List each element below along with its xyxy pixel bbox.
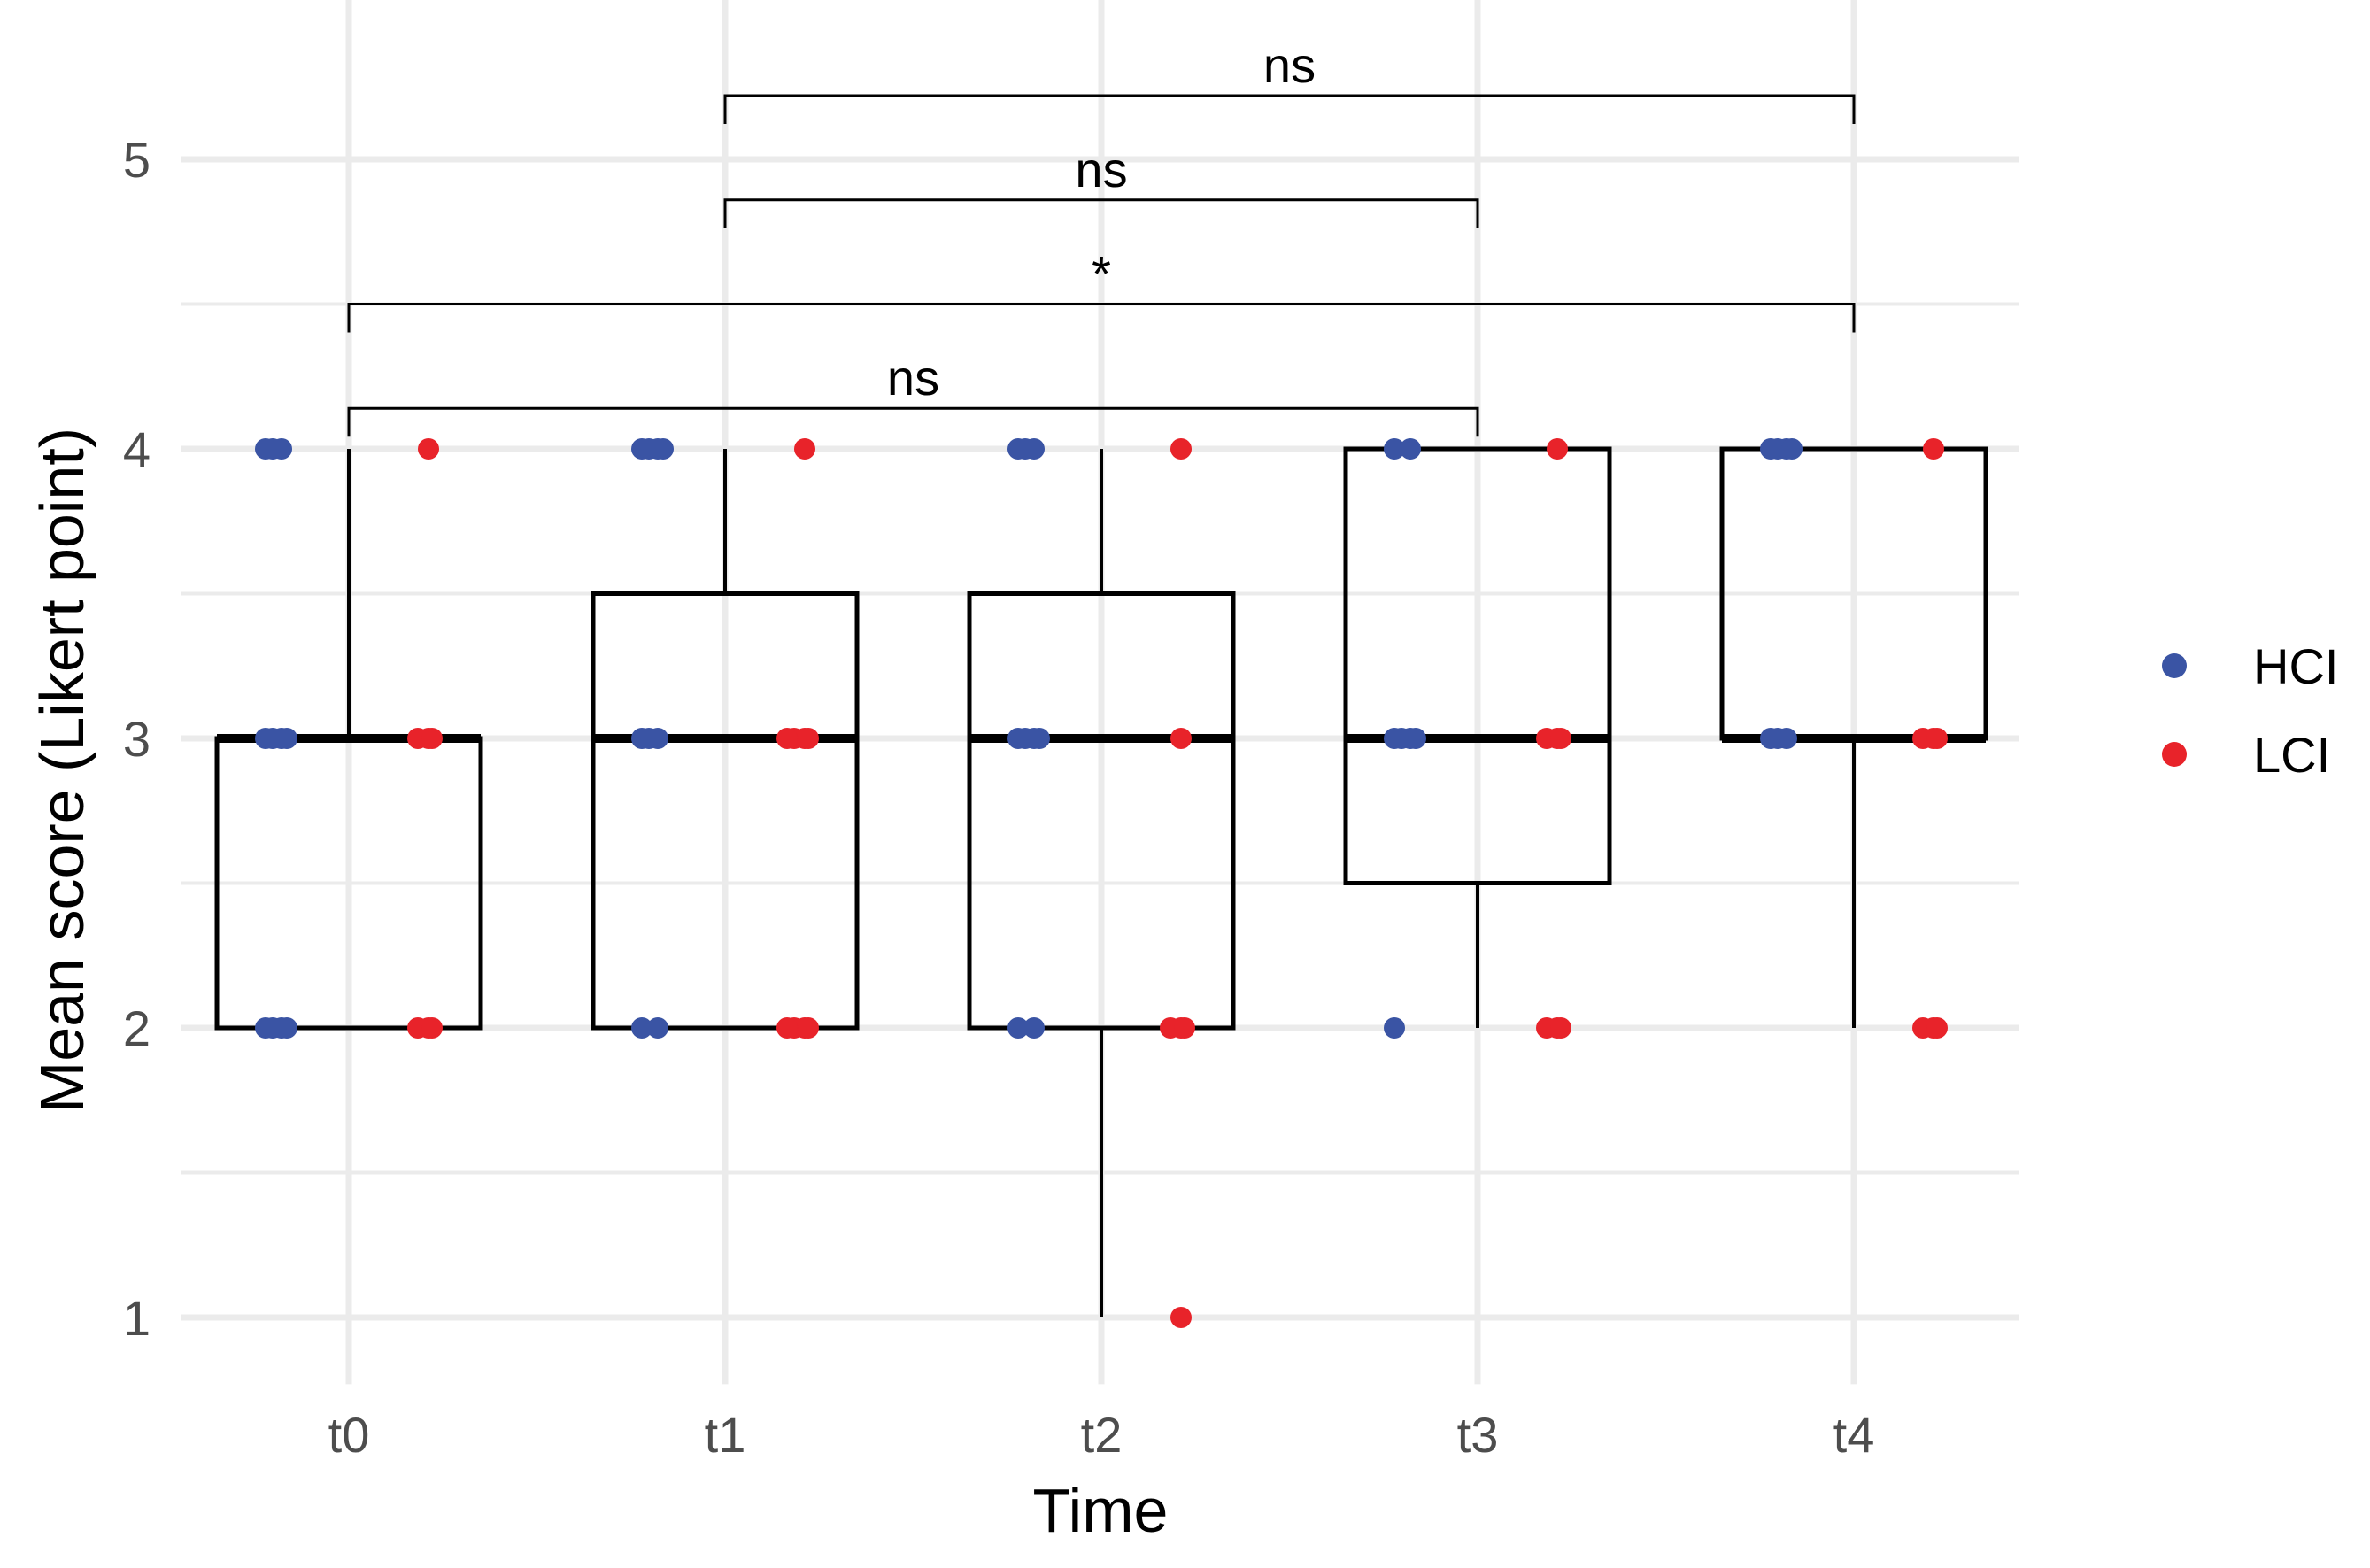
data-point-hci <box>1015 438 1036 460</box>
data-point-lci <box>798 728 819 749</box>
legend-dot <box>2162 742 2187 767</box>
data-point-hci <box>1384 438 1405 460</box>
axes: 1 2 3 4 5 t0 t1 t2 t3 t4 <box>123 132 1875 1463</box>
x-tick-label: t2 <box>1081 1407 1123 1463</box>
x-tick-label: t0 <box>328 1407 370 1463</box>
data-point-hci <box>1400 438 1421 460</box>
legend-label: HCI <box>2253 638 2338 694</box>
data-point-lci <box>1170 728 1192 749</box>
legend-item-hci: HCI <box>2162 638 2338 694</box>
data-point-lci <box>794 438 815 460</box>
box-body <box>1343 446 1612 885</box>
x-axis-title: Time <box>1033 1476 1169 1545</box>
data-point-lci <box>1923 438 1944 460</box>
data-point-hci <box>1767 728 1788 749</box>
x-tick-label: t1 <box>705 1407 746 1463</box>
x-tick-label: t4 <box>1833 1407 1875 1463</box>
box-body <box>591 591 860 1031</box>
data-point-lci <box>421 728 443 749</box>
data-point-hci <box>276 1017 297 1039</box>
data-point-lci <box>776 728 798 749</box>
comparison-bracket: ns <box>723 142 1479 228</box>
data-point-lci <box>1170 1307 1192 1328</box>
data-point-lci <box>1550 728 1571 749</box>
legend-label: LCI <box>2253 727 2330 783</box>
data-point-hci <box>262 438 283 460</box>
data-point-lci <box>1174 1017 1195 1039</box>
data-point-hci <box>1007 1017 1029 1039</box>
comparison-bracket: * <box>347 246 1856 333</box>
comparison-bracket: ns <box>723 37 1856 125</box>
y-axis-title: Mean score (Likert point) <box>27 428 96 1113</box>
data-point-hci <box>638 728 660 749</box>
data-point-hci <box>276 728 297 749</box>
bracket-line <box>347 303 1856 333</box>
legend: HCI LCI <box>2162 638 2338 783</box>
point-layer <box>255 438 1948 1328</box>
data-point-lci <box>776 1017 798 1039</box>
data-point-lci <box>421 1017 443 1039</box>
bracket-line <box>723 94 1856 125</box>
data-point-hci <box>1029 728 1050 749</box>
bracket-line <box>723 198 1479 228</box>
data-point-lci <box>418 438 439 460</box>
data-point-hci <box>652 438 674 460</box>
data-point-lci <box>1547 438 1568 460</box>
x-tick-label: t3 <box>1457 1407 1499 1463</box>
data-point-hci <box>1405 728 1426 749</box>
legend-dot <box>2162 653 2187 678</box>
significance-label: ns <box>887 350 939 406</box>
y-tick-label: 2 <box>123 1000 151 1056</box>
legend-item-lci: LCI <box>2162 727 2330 783</box>
data-point-hci <box>1023 1017 1045 1039</box>
data-point-hci <box>1384 1017 1405 1039</box>
data-point-lci <box>1926 728 1948 749</box>
data-point-lci <box>1170 438 1192 460</box>
data-point-hci <box>631 1017 652 1039</box>
data-point-hci <box>647 1017 668 1039</box>
y-tick-label: 5 <box>123 132 151 188</box>
data-point-lci <box>798 1017 819 1039</box>
significance-brackets: ns ns * ns <box>347 37 1856 437</box>
y-tick-label: 3 <box>123 711 151 767</box>
y-tick-label: 1 <box>123 1290 151 1346</box>
significance-label: ns <box>1263 37 1316 93</box>
data-point-hci <box>1781 438 1803 460</box>
data-point-lci <box>1550 1017 1571 1039</box>
y-tick-label: 4 <box>123 421 151 477</box>
significance-label: * <box>1092 246 1111 302</box>
bracket-line <box>347 406 1479 437</box>
data-point-lci <box>1926 1017 1948 1039</box>
box-body <box>967 591 1236 1031</box>
comparison-bracket: ns <box>347 350 1479 437</box>
significance-label: ns <box>1075 142 1127 197</box>
